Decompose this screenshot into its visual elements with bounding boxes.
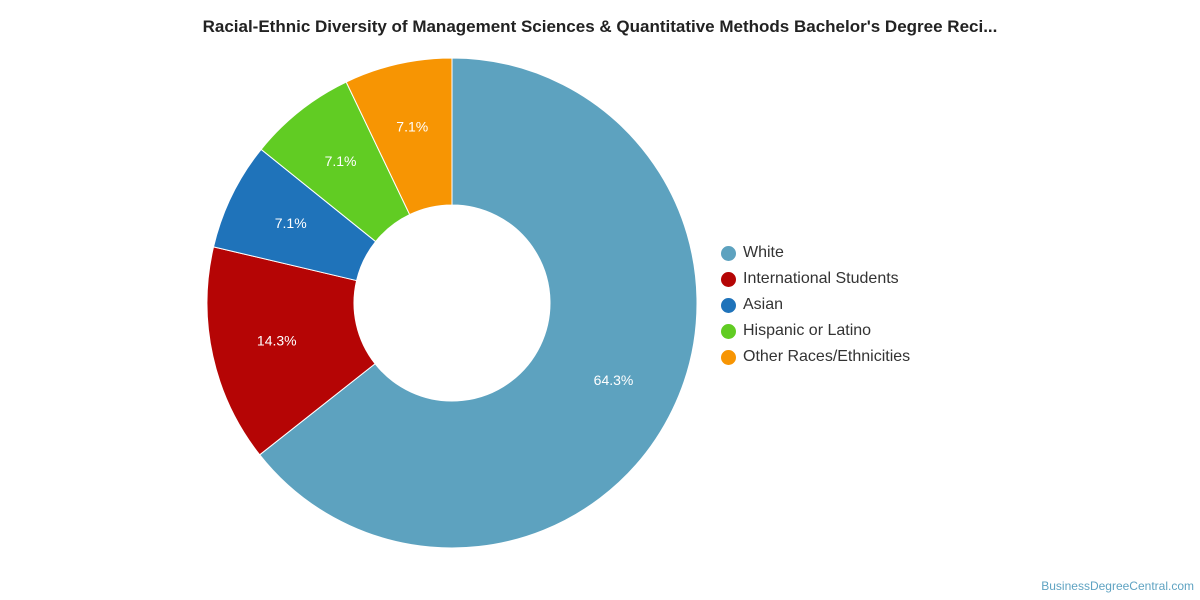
legend-swatch: [721, 350, 736, 365]
legend-label: Asian: [743, 296, 783, 314]
chart-legend: White International Students Asian Hispanic…: [721, 240, 910, 370]
legend-label: International Students: [743, 270, 899, 288]
legend-item[interactable]: Other Races/Ethnicities: [721, 344, 910, 370]
legend-swatch: [721, 246, 736, 261]
donut-chart: 64.3% 14.3% 7.1% 7.1% 7.1%: [0, 0, 1200, 600]
slice-label: 7.1%: [325, 153, 357, 169]
legend-label: Other Races/Ethnicities: [743, 348, 910, 366]
slice-label: 64.3%: [594, 372, 634, 388]
legend-swatch: [721, 298, 736, 313]
legend-item[interactable]: White: [721, 240, 910, 266]
legend-swatch: [721, 324, 736, 339]
slice-label: 14.3%: [257, 333, 297, 349]
legend-item[interactable]: Asian: [721, 292, 910, 318]
slice-label: 7.1%: [396, 119, 428, 135]
legend-item[interactable]: International Students: [721, 266, 910, 292]
legend-label: Hispanic or Latino: [743, 322, 871, 340]
legend-swatch: [721, 272, 736, 287]
slice-label: 7.1%: [275, 215, 307, 231]
legend-label: White: [743, 244, 784, 262]
legend-item[interactable]: Hispanic or Latino: [721, 318, 910, 344]
source-credit[interactable]: BusinessDegreeCentral.com: [1041, 579, 1194, 593]
